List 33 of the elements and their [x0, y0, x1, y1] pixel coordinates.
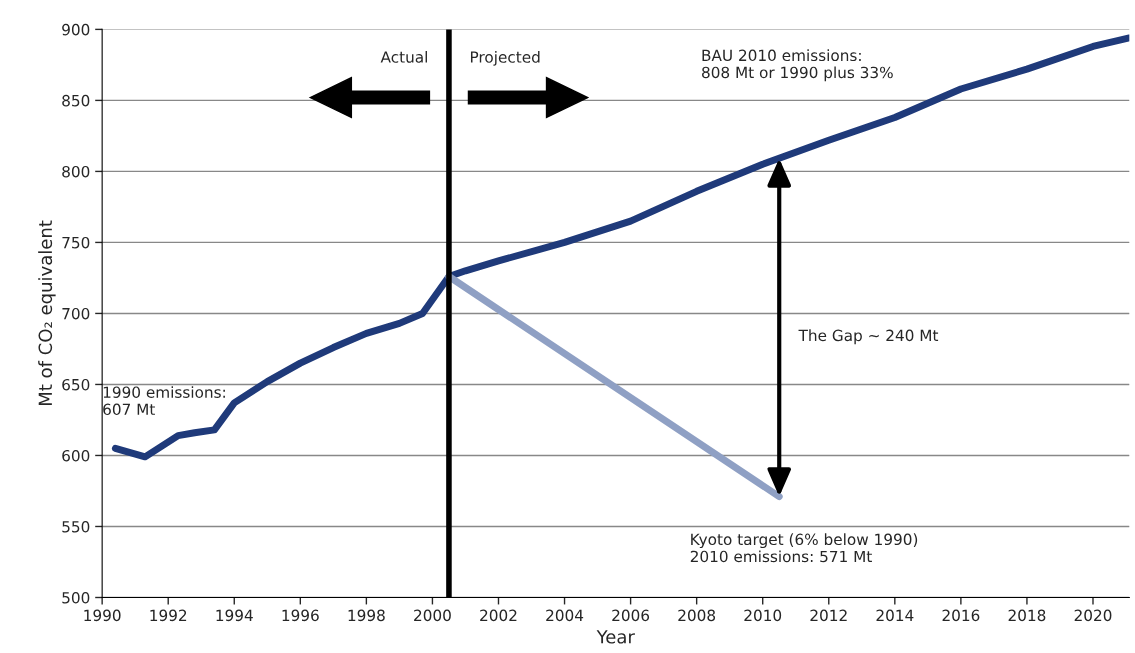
y-tick-label: 500 — [62, 591, 90, 604]
y-tick-label: 550 — [62, 520, 90, 533]
x-tick-label: 2004 — [546, 609, 584, 622]
x-tick-label: 2002 — [480, 609, 517, 622]
x-tick-label: 1996 — [282, 609, 319, 622]
annotation: Projected — [470, 50, 540, 66]
x-tick-label: 2010 — [744, 609, 782, 622]
x-tick-label: 2018 — [1008, 609, 1046, 622]
y-tick-label: 900 — [62, 23, 90, 36]
x-tick-label: 2014 — [876, 609, 914, 622]
y-tick-label: 700 — [62, 307, 90, 320]
x-tick-label: 2006 — [612, 609, 650, 622]
y-tick-label: 750 — [62, 236, 90, 249]
annotation: 1990 emissions: 607 Mt — [103, 386, 225, 416]
y-tick-label: 850 — [62, 94, 90, 107]
y-tick-label: 600 — [62, 449, 90, 462]
x-tick-label: 2020 — [1074, 609, 1112, 622]
x-tick-label: 2012 — [810, 609, 847, 622]
x-tick-label: 1994 — [216, 609, 253, 622]
x-tick-label: 2000 — [414, 609, 451, 622]
annotation: Kyoto target (6% below 1990) 2010 emissions: 571 Mt — [690, 533, 918, 563]
x-tick-label: 1990 — [84, 609, 121, 622]
y-tick-label: 800 — [62, 165, 90, 178]
y-tick-label: 650 — [62, 378, 90, 391]
y-axis-title: Mt of CO₂ equivalent — [38, 220, 56, 406]
x-tick-label: 1992 — [150, 609, 187, 622]
x-tick-label: 1998 — [348, 609, 385, 622]
annotation: BAU 2010 emissions: 808 Mt or 1990 plus 33% — [702, 49, 893, 82]
annotation: Actual — [380, 50, 427, 63]
annotation: The Gap ~ 240 Mt — [798, 329, 939, 345]
x-tick-label: 2008 — [678, 609, 716, 622]
x-axis-title: Year — [596, 630, 635, 644]
x-tick-label: 2016 — [942, 609, 980, 622]
